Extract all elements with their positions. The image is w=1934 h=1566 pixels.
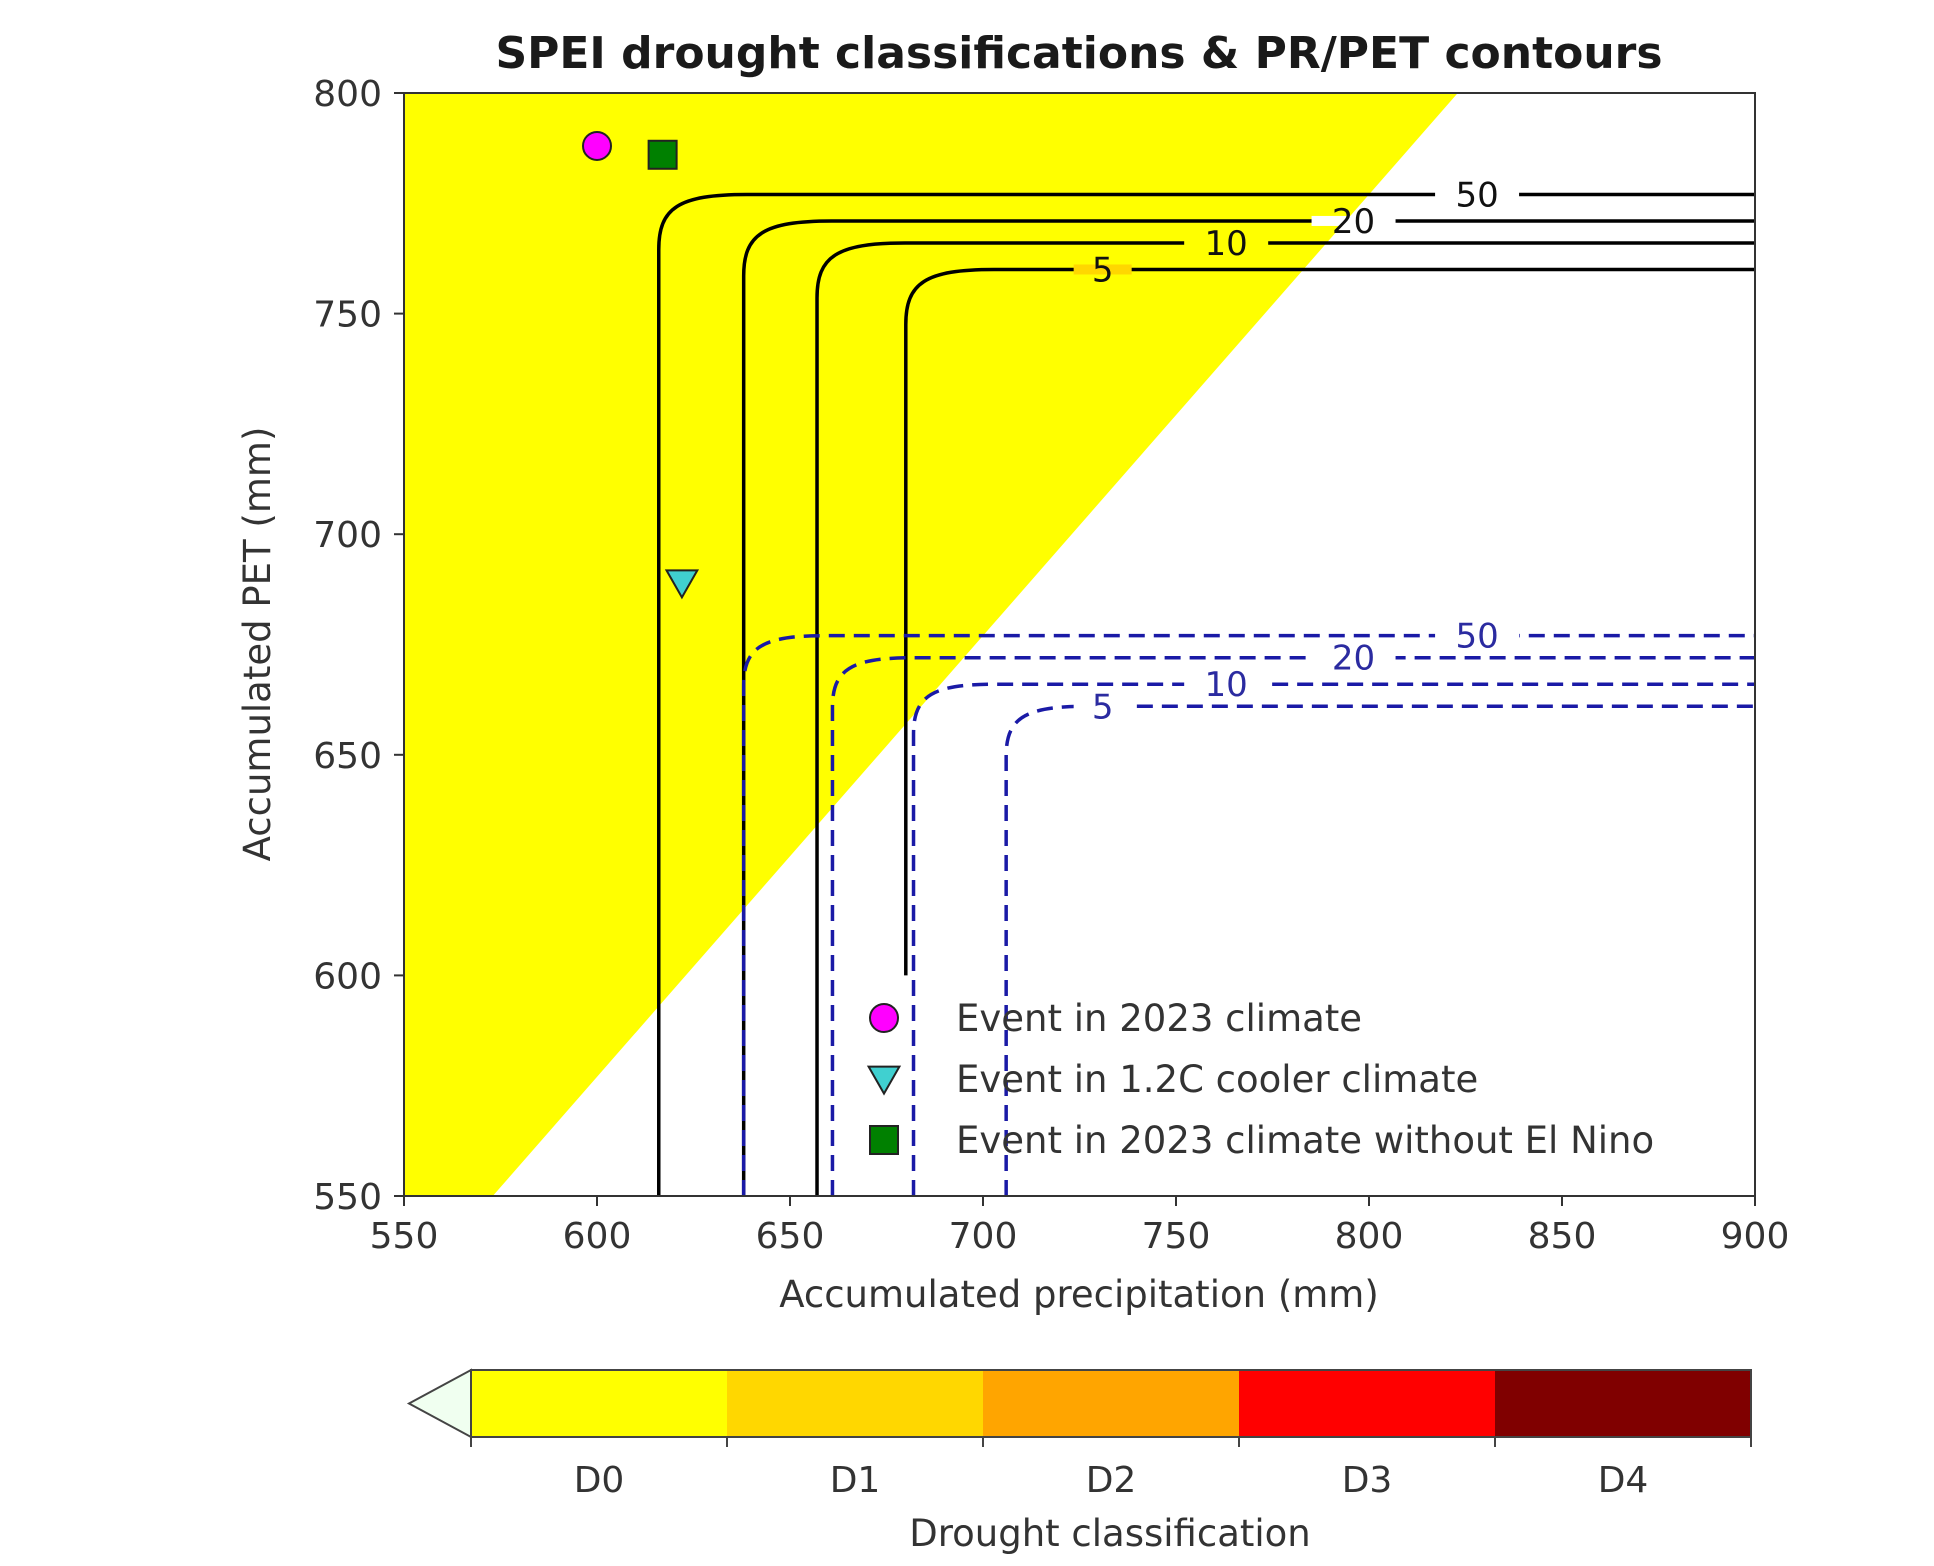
- legend-label: Event in 1.2C cooler climate: [956, 1058, 1478, 1101]
- colorbar-label: Drought classification: [909, 1512, 1311, 1555]
- y-tick-label: 750: [313, 295, 382, 336]
- colorbar-label-d3: D3: [1342, 1460, 1393, 1501]
- marker-triangle-down: [866, 1065, 902, 1096]
- x-tick-label: 550: [370, 1216, 439, 1257]
- contour-gap-solid-20: [1311, 215, 1396, 226]
- y-tick-label: 600: [313, 956, 382, 997]
- contour-label-20: 20: [1332, 202, 1375, 242]
- contour-gap-solid-10: [1184, 238, 1269, 249]
- colorbar-frame: [470, 1369, 1752, 1438]
- solid-contour-5: [904, 267, 1755, 976]
- x-tick-label: 850: [1528, 1216, 1597, 1257]
- y-axis-ticks: 550 600 650 700 750 800: [313, 74, 404, 1218]
- colorbar-label-d2: D2: [1086, 1460, 1137, 1501]
- x-tick-label: 600: [563, 1216, 632, 1257]
- contour-gap-5: [1073, 700, 1132, 713]
- x-tick-label: 750: [1142, 1216, 1211, 1257]
- y-tick-label: 650: [313, 736, 382, 777]
- plot-frame: [403, 92, 1756, 1197]
- marker-square: [869, 1125, 899, 1155]
- colorbar-segment-d2: [983, 1370, 1239, 1437]
- y-tick-label: 800: [313, 74, 382, 115]
- contour-label-5: 5: [1092, 250, 1114, 290]
- legend-label: Event in 2023 climate without El Nino: [956, 1119, 1654, 1162]
- solid-contours: [657, 189, 1755, 1196]
- contour-label-50: 50: [1455, 175, 1498, 215]
- colorbar-segment-d1: [727, 1370, 983, 1437]
- x-tick-label: 650: [756, 1216, 825, 1257]
- colorbar-extend-arrow: [406, 1368, 472, 1439]
- plot-area: [404, 93, 1755, 1196]
- colorbar-label-d0: D0: [574, 1460, 625, 1501]
- legend: Event in 2023 climate Event in 1.2C coole…: [858, 992, 1654, 1166]
- solid-contour-20: [741, 219, 1755, 1196]
- x-tick-label: 700: [949, 1216, 1018, 1257]
- chart-title: SPEI drought classifications & PR/PET co…: [495, 28, 1662, 79]
- contour-gap-50: [1435, 629, 1520, 642]
- contour-gap-20: [1311, 651, 1396, 664]
- legend-label: Event in 2023 climate: [956, 997, 1362, 1040]
- solid-contour-10: [815, 241, 1755, 1196]
- colorbar-segment-d0: [471, 1370, 727, 1437]
- contour-label-5: 5: [1092, 687, 1114, 727]
- x-tick-label: 900: [1721, 1216, 1790, 1257]
- contour-label-50: 50: [1455, 617, 1498, 657]
- x-axis-label: Accumulated precipitation (mm): [779, 1273, 1379, 1316]
- x-axis-ticks: 550 600 650 700 750 800 850 900: [370, 1196, 1790, 1257]
- marker-triangle-down: [664, 569, 700, 600]
- dashed-contour-10: [911, 682, 1755, 1196]
- y-tick-label: 700: [313, 515, 382, 556]
- marker-square: [647, 139, 678, 170]
- colorbar-segment-d3: [1239, 1370, 1495, 1437]
- y-tick-label: 550: [313, 1177, 382, 1218]
- colorbar-segment-d4: [1495, 1370, 1751, 1437]
- marker-circle: [582, 130, 612, 161]
- dashed-contour-20: [830, 655, 1755, 1196]
- colorbar: D0 D1 D2 D3 D4: [406, 1368, 1752, 1501]
- contour-label-10: 10: [1205, 224, 1248, 264]
- dashed-contour-50: [741, 633, 1755, 1196]
- colorbar-label-d1: D1: [830, 1460, 881, 1501]
- marker-circle: [869, 1003, 899, 1033]
- contour-gap-10: [1184, 678, 1269, 691]
- contour-gap-solid-5: [1073, 264, 1132, 275]
- dashed-contours: [741, 629, 1755, 1196]
- contour-label-20: 20: [1332, 639, 1375, 679]
- contour-labels: 50 20 10 5 50 20 10 5: [1092, 175, 1499, 727]
- y-axis-label: Accumulated PET (mm): [236, 427, 279, 862]
- colorbar-label-d4: D4: [1598, 1460, 1649, 1501]
- contour-label-10: 10: [1205, 665, 1248, 705]
- x-tick-label: 800: [1335, 1216, 1404, 1257]
- drought-bands: [404, 93, 1458, 1196]
- solid-contour-50: [657, 192, 1755, 1196]
- event-points: [582, 130, 700, 600]
- drought-band-d0: [404, 93, 1458, 1196]
- contour-gap-solid-50: [1435, 189, 1520, 200]
